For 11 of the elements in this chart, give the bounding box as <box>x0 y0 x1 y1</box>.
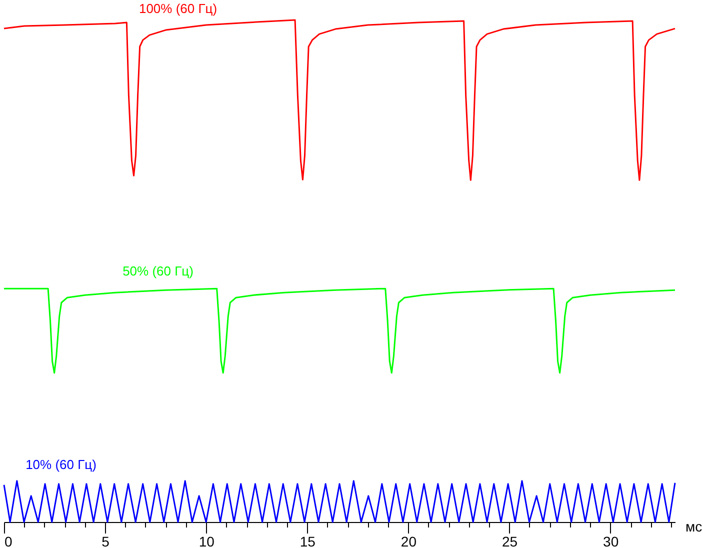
x-tick-label: 10 <box>198 534 215 548</box>
x-axis-title: мс <box>686 518 702 534</box>
x-tick-label: 20 <box>400 534 417 548</box>
x-tick-label: 25 <box>502 534 518 548</box>
x-tick-label: 0 <box>4 534 12 548</box>
series-label: 50% (60 Гц) <box>122 264 194 279</box>
x-tick-label: 15 <box>300 534 316 548</box>
x-tick-label: 30 <box>603 534 619 548</box>
series-label: 100% (60 Гц) <box>138 1 218 16</box>
x-tick-label: 5 <box>102 534 110 548</box>
series-label: 10% (60 Гц) <box>26 456 96 472</box>
